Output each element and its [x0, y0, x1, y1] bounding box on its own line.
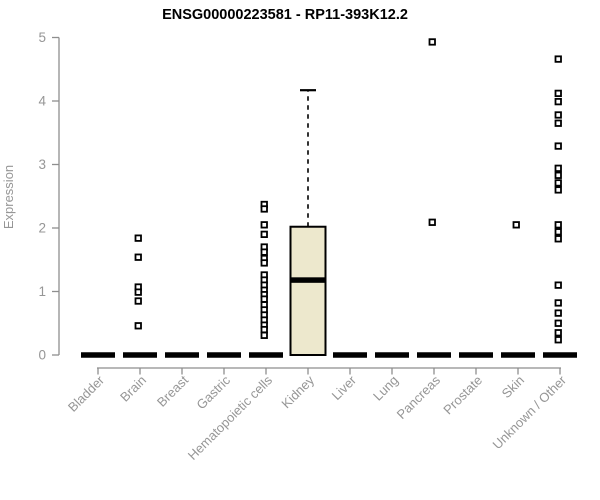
outlier-point [554, 336, 562, 344]
outlier-point [554, 164, 562, 172]
outlier-point [554, 299, 562, 307]
chart-title: ENSG00000223581 - RP11-393K12.2 [162, 7, 408, 23]
category-label: Bladder [65, 372, 108, 415]
outlier-point [260, 331, 268, 339]
median-line [123, 352, 157, 358]
outlier-point [554, 228, 562, 236]
outlier-point [554, 171, 562, 179]
outlier-point [554, 97, 562, 106]
y-tick-label: 2 [38, 221, 46, 236]
outlier-point [134, 234, 142, 242]
y-tick-label: 4 [38, 94, 46, 109]
box-group-lung [375, 352, 409, 358]
outlier-point [134, 253, 142, 261]
median-line [165, 352, 199, 358]
category-label: Unknown / Other [490, 372, 570, 452]
outlier-point [260, 248, 268, 256]
box-group-hematopoietic-cells [249, 200, 283, 358]
outlier-point [554, 319, 562, 327]
median-line [501, 352, 535, 358]
y-axis-title: Expression [1, 165, 16, 229]
y-tick-label: 5 [38, 30, 46, 45]
category-label: Lung [370, 373, 401, 404]
outlier-point [554, 89, 562, 98]
category-label: Liver [329, 372, 360, 403]
outlier-point [554, 186, 562, 194]
outlier-point [428, 38, 436, 46]
median-line [375, 352, 409, 358]
outlier-point [134, 297, 142, 305]
median-line [333, 352, 367, 358]
median-line [543, 352, 577, 358]
median-line [417, 352, 451, 358]
box-group-liver [333, 352, 367, 358]
outlier-point [554, 142, 562, 150]
box [289, 225, 327, 356]
median-line [459, 352, 493, 358]
outlier-point [428, 218, 436, 226]
outlier-point [134, 288, 142, 296]
box-group-brain [123, 234, 157, 358]
outlier-point [260, 230, 268, 239]
median-line [290, 277, 326, 283]
category-label: Brain [117, 373, 149, 405]
box-group-gastric [207, 352, 241, 358]
outlier-point [260, 295, 268, 303]
box-group-unknown-other [543, 55, 577, 358]
category-label: Prostate [440, 373, 485, 418]
outlier-point [554, 281, 562, 289]
outlier-point [260, 259, 268, 267]
outlier-point [134, 322, 142, 330]
outlier-point [554, 221, 562, 229]
category-label: Kidney [278, 372, 317, 411]
box-group-pancreas [417, 38, 451, 358]
outlier-point [554, 119, 562, 127]
category-label: Skin [499, 373, 527, 401]
outlier-point [260, 205, 268, 213]
box-group-skin [501, 221, 535, 358]
y-tick-label: 3 [38, 157, 46, 172]
outlier-point [554, 111, 562, 119]
category-label: Breast [154, 372, 191, 409]
box-group-breast [165, 352, 199, 358]
y-tick-label: 1 [38, 284, 46, 299]
outlier-point [260, 325, 268, 334]
box-group-bladder [81, 352, 115, 358]
outlier-point [554, 179, 562, 187]
plot-area [81, 38, 577, 358]
outlier-point [554, 329, 562, 337]
category-label: Pancreas [394, 372, 444, 422]
median-line [81, 352, 115, 358]
box-group-prostate [459, 352, 493, 358]
median-line [249, 352, 283, 358]
outlier-point [260, 221, 268, 229]
outlier-point [554, 55, 562, 63]
outlier-point [554, 235, 562, 243]
outlier-point [554, 309, 562, 317]
category-label: Gastric [193, 372, 233, 412]
median-line [207, 352, 241, 358]
box-group-kidney [289, 89, 327, 356]
y-tick-label: 0 [38, 348, 46, 363]
outlier-point [512, 221, 520, 229]
